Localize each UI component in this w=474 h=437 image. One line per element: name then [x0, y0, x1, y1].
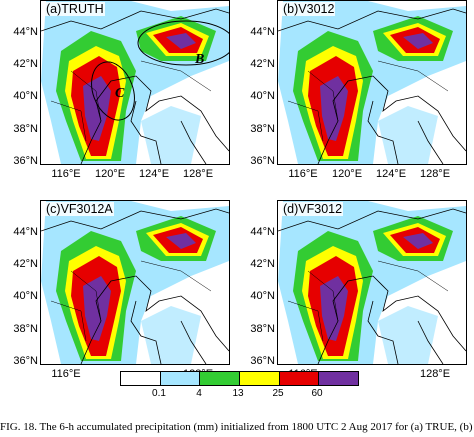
lat-38-b: 38°N [250, 123, 275, 135]
label-c: C [115, 86, 125, 101]
lat-44-d: 44°N [250, 226, 275, 238]
lon-124-a: 124°E [138, 168, 170, 180]
panel-a-label: (a)TRUTH [45, 2, 105, 16]
lon-128-b: 128°E [419, 168, 451, 180]
lat-44-b: 44°N [250, 26, 275, 38]
precip-map-c [41, 201, 229, 364]
colorbar [120, 371, 359, 386]
lat-40-d: 40°N [250, 290, 275, 302]
lat-42-a: 42°N [13, 58, 38, 70]
precip-map-a: B C [41, 1, 229, 164]
lat-36-a: 36°N [13, 155, 38, 167]
precip-map-b [278, 1, 466, 164]
label-b: B [194, 52, 204, 67]
lat-42-b: 42°N [250, 58, 275, 70]
lon-116-a: 116°E [51, 168, 81, 180]
colorbar-bin-0 [121, 372, 161, 385]
colorbar-bin-4 [279, 372, 320, 385]
colorbar-label-4: 60 [311, 388, 323, 399]
lon-116-b: 116°E [288, 168, 318, 180]
lon-116-c: 116°E [51, 368, 81, 380]
lat-38-a: 38°N [13, 123, 38, 135]
lat-40-b: 40°N [250, 90, 275, 102]
region-c-ellipse [91, 61, 135, 121]
colorbar-label-0: 0.1 [152, 388, 166, 399]
lon-128-d: 128°E [419, 368, 451, 380]
lat-36-c: 36°N [13, 355, 38, 367]
panel-a: B C (a)TRUTH [40, 0, 230, 165]
lon-120-a: 120°E [94, 168, 126, 180]
lat-38-c: 38°N [13, 323, 38, 335]
lat-40-c: 40°N [13, 290, 38, 302]
lon-120-b: 120°E [331, 168, 363, 180]
colorbar-label-1: 4 [196, 388, 202, 399]
lat-44-a: 44°N [13, 26, 38, 38]
lat-44-c: 44°N [13, 226, 38, 238]
panel-b-label: (b)V3012 [282, 2, 336, 16]
precip-map-d [278, 201, 466, 364]
lon-128-a: 128°E [182, 168, 214, 180]
colorbar-bin-3 [240, 372, 280, 385]
colorbar-label-3: 25 [272, 388, 284, 399]
colorbar-label-2: 13 [232, 388, 244, 399]
lat-36-b: 36°N [250, 155, 275, 167]
region-b-ellipse [137, 20, 229, 66]
panel-d: (d)VF3012 [277, 200, 467, 365]
panel-b: (b)V3012 [277, 0, 467, 165]
figure-caption: FIG. 18. The 6-h accumulated precipitati… [0, 421, 474, 433]
lat-36-d: 36°N [250, 355, 275, 367]
colorbar-bin-1 [160, 372, 201, 385]
panel-c: (c)VF3012A [40, 200, 230, 365]
panel-d-label: (d)VF3012 [282, 202, 344, 216]
panel-c-label: (c)VF3012A [45, 202, 114, 216]
lat-38-d: 38°N [250, 323, 275, 335]
lon-124-b: 124°E [375, 168, 407, 180]
lat-40-a: 40°N [13, 90, 38, 102]
lat-42-c: 42°N [13, 258, 38, 270]
lat-42-d: 42°N [250, 258, 275, 270]
colorbar-bin-5 [319, 372, 359, 385]
colorbar-bin-2 [200, 372, 241, 385]
